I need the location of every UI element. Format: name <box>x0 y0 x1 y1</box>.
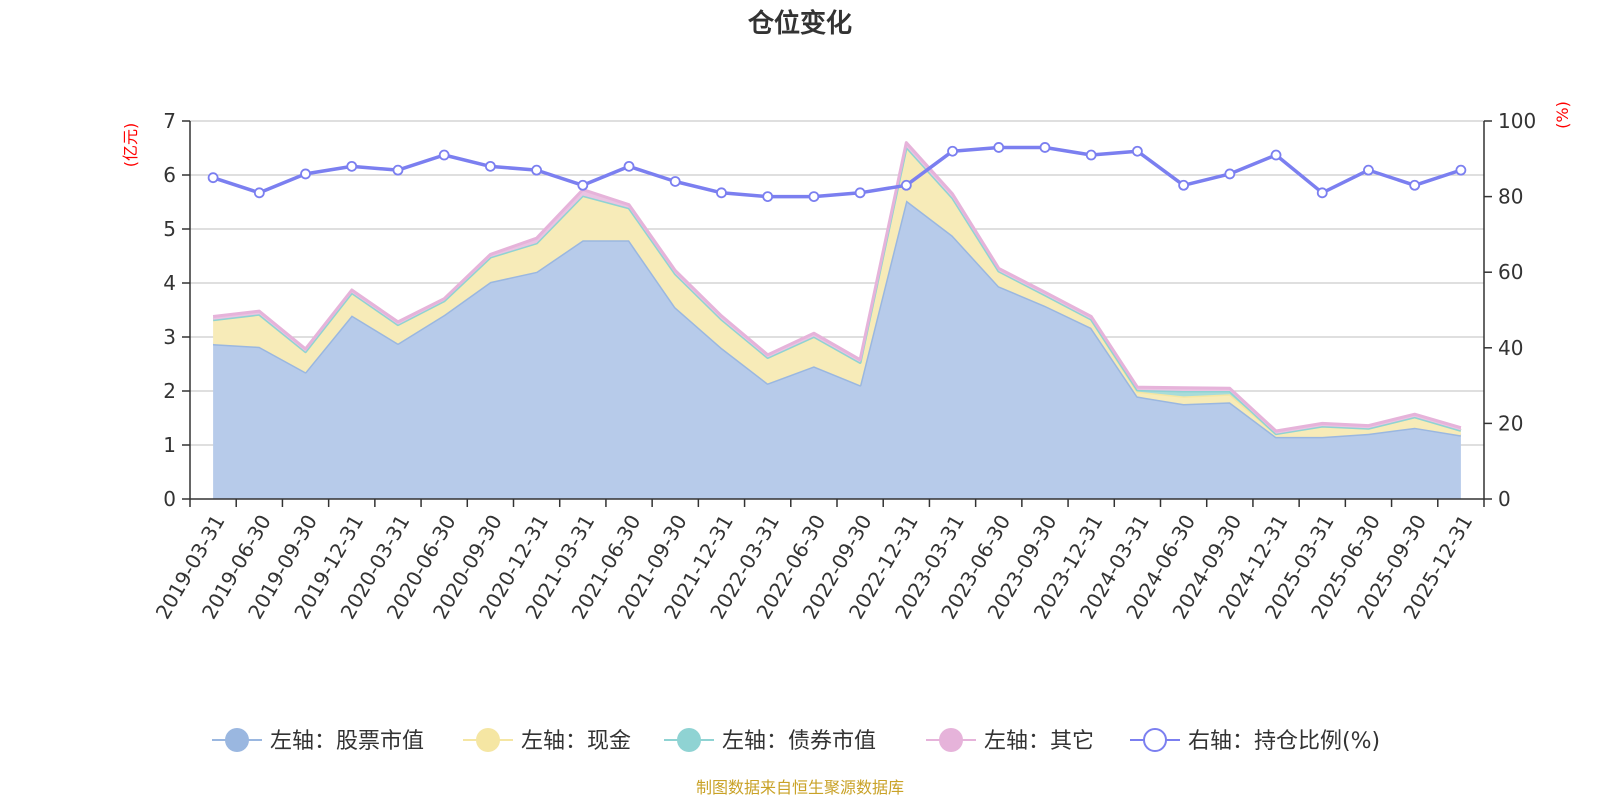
ratio-point <box>392 164 404 176</box>
right-tick-label: 60 <box>1498 260 1523 284</box>
legend-label: 左轴：现金 <box>521 729 631 754</box>
legend-item-1[interactable]: 左轴：股票市值 <box>212 728 424 754</box>
legend-label: 左轴：其它 <box>984 729 1094 754</box>
ratio-point <box>900 179 912 191</box>
legend-label: 左轴：股票市值 <box>270 729 424 754</box>
ratio-point <box>854 187 866 199</box>
ratio-point <box>993 142 1005 153</box>
area-2 <box>213 146 1461 437</box>
legend-item-4[interactable]: 左轴：其它 <box>926 728 1094 754</box>
legend-marker <box>225 728 249 752</box>
ratio-point <box>1224 168 1236 180</box>
legend-label: 左轴：债券市值 <box>722 729 876 754</box>
ratio-point <box>1039 142 1051 153</box>
ratio-point <box>947 145 958 157</box>
area-edge-4 <box>212 141 1462 433</box>
left-tick-label: 4 <box>163 271 176 295</box>
right-tick-label: 40 <box>1498 336 1523 360</box>
ratio-line-series <box>207 142 1467 203</box>
legend-marker <box>939 728 963 752</box>
legend-item-2[interactable]: 左轴：现金 <box>463 728 631 754</box>
ratio-point <box>623 160 635 172</box>
legend-marker <box>476 728 500 752</box>
right-tick-label: 0 <box>1498 487 1511 511</box>
data-source-note: 制图数据来自恒生聚源数据库 <box>696 778 904 797</box>
left-axis-unit: (亿元) <box>121 123 140 168</box>
ratio-point <box>716 187 727 199</box>
ratio-point <box>1085 149 1097 161</box>
ratio-point <box>762 191 774 203</box>
ratio-point <box>207 172 219 184</box>
ratio-point <box>531 164 543 176</box>
right-tick-label: 100 <box>1498 109 1536 133</box>
left-tick-label: 3 <box>163 325 176 349</box>
ratio-point <box>484 160 496 172</box>
ratio-point <box>1409 179 1421 191</box>
ratio-point <box>253 187 265 199</box>
ratio-point <box>1270 149 1282 161</box>
ratio-point <box>808 191 820 203</box>
left-tick-label: 2 <box>163 379 176 403</box>
right-axis-unit: (%) <box>1553 101 1572 129</box>
ratio-point <box>1131 145 1143 157</box>
ratio-point <box>669 176 681 187</box>
legend-item-3[interactable]: 左轴：债券市值 <box>664 728 876 754</box>
ratio-line <box>212 145 1462 199</box>
ratio-point <box>1455 164 1467 176</box>
ratio-point <box>438 149 450 161</box>
legend-item-5[interactable]: 右轴：持仓比例(%) <box>1130 728 1380 754</box>
legend-marker <box>677 728 701 752</box>
ratio-point <box>1316 187 1328 199</box>
ratio-point <box>346 160 358 172</box>
left-tick-label: 1 <box>163 433 176 457</box>
chart-title: 仓位变化 <box>747 8 852 39</box>
legend[interactable]: 左轴：股票市值 左轴：现金 左轴：债券市值 左轴：其它 右轴：持仓比例(%) <box>212 728 1380 754</box>
left-tick-label: 5 <box>163 217 176 241</box>
legend-marker <box>1143 728 1167 752</box>
ratio-point <box>1363 164 1374 176</box>
ratio-point <box>577 179 589 191</box>
right-tick-label: 80 <box>1498 185 1523 209</box>
left-tick-label: 6 <box>163 163 176 187</box>
ratio-point <box>300 168 311 180</box>
right-tick-label: 20 <box>1498 411 1523 435</box>
left-tick-label: 0 <box>163 487 176 511</box>
legend-label: 右轴：持仓比例(%) <box>1188 729 1380 754</box>
area-series <box>212 141 1462 499</box>
ratio-point <box>1178 179 1190 191</box>
left-tick-label: 7 <box>163 109 176 133</box>
